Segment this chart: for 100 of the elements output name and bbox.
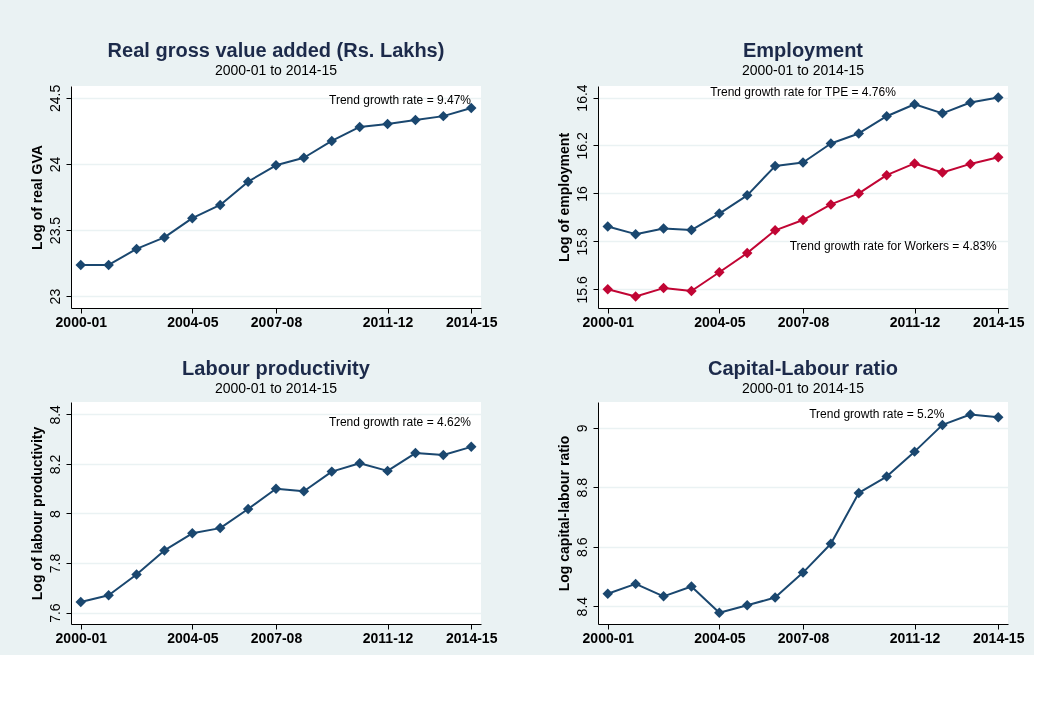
x-tick-label: 2011-12 — [889, 313, 941, 330]
x-tick-label: 2000-01 — [55, 629, 108, 646]
y-axis-title: Log of employment — [555, 132, 572, 263]
point — [881, 169, 892, 181]
point — [465, 441, 477, 453]
y-tick-label: 8.4 — [573, 596, 590, 617]
y-axis-title: Log of labour productivity — [28, 426, 45, 601]
point — [714, 208, 725, 219]
point — [214, 522, 226, 534]
point — [630, 578, 641, 590]
point — [825, 138, 837, 149]
point — [658, 591, 669, 602]
point — [714, 267, 725, 278]
point — [602, 221, 614, 232]
point — [326, 466, 338, 477]
point — [298, 485, 310, 497]
y-tick-label: 16.4 — [573, 84, 590, 112]
point — [382, 118, 393, 130]
point — [270, 483, 282, 494]
point — [797, 214, 809, 226]
x-tick-label: 2011-12 — [362, 629, 414, 646]
chart-subtitle: 2000-01 to 2014-15 — [741, 61, 865, 78]
x-tick-label: 2007-08 — [777, 629, 830, 646]
point — [825, 538, 837, 549]
point — [75, 596, 87, 608]
chart-subtitle: 2000-01 to 2014-15 — [741, 380, 865, 396]
point — [438, 449, 449, 461]
point — [131, 569, 142, 580]
chart-title: Real gross value added (Rs. Lakhs) — [107, 39, 445, 62]
x-tick-label: 2014-15 — [446, 629, 498, 646]
point — [769, 225, 781, 236]
point — [769, 592, 781, 603]
annotation: Trend growth rate for TPE = 4.76% — [710, 85, 897, 99]
point — [881, 471, 892, 482]
point — [242, 503, 254, 515]
point — [853, 188, 865, 199]
point — [465, 102, 477, 114]
chart-title: Capital-Labour ratio — [707, 357, 899, 379]
y-tick-label: 8.6 — [573, 537, 590, 557]
annotation: Trend growth rate for Workers = 4.83% — [789, 239, 998, 253]
point — [242, 176, 254, 187]
point — [937, 419, 948, 431]
x-tick-label: 2004-05 — [167, 629, 219, 646]
point — [965, 158, 976, 170]
x-tick-label: 2014-15 — [446, 313, 498, 330]
x-tick-label: 2011-12 — [889, 629, 941, 646]
point — [410, 114, 421, 126]
point — [909, 446, 920, 457]
point — [937, 108, 948, 119]
point — [630, 228, 641, 240]
x-tick-label: 2007-08 — [777, 313, 830, 330]
point — [965, 409, 976, 420]
point — [741, 600, 753, 611]
x-tick-label: 2004-05 — [167, 313, 219, 330]
point — [103, 259, 114, 271]
annotation: Trend growth rate = 5.2% — [809, 407, 945, 421]
y-tick-label: 8.8 — [573, 477, 590, 498]
y-tick-label: 8.4 — [46, 404, 63, 425]
point — [992, 92, 1004, 103]
point — [270, 160, 282, 171]
point — [965, 97, 976, 108]
point — [909, 158, 920, 169]
x-tick-label: 2014-15 — [973, 313, 1025, 330]
point — [354, 121, 365, 133]
chart-subtitle: 2000-01 to 2014-15 — [214, 62, 338, 79]
point — [769, 160, 781, 172]
x-tick-label: 2004-05 — [694, 313, 746, 330]
point — [159, 545, 170, 556]
point — [937, 167, 948, 178]
point — [853, 128, 865, 139]
y-tick-label: 24 — [46, 156, 63, 173]
point — [992, 411, 1004, 423]
point — [410, 447, 421, 459]
point — [159, 232, 170, 243]
point — [992, 151, 1004, 163]
point — [326, 135, 338, 147]
point — [686, 224, 697, 236]
point — [382, 465, 393, 477]
point — [658, 282, 669, 294]
point — [298, 152, 310, 163]
y-tick-label: 15.8 — [573, 228, 590, 256]
annotation: Trend growth rate = 4.62% — [329, 415, 472, 429]
y-tick-label: 24.5 — [46, 84, 63, 113]
point — [909, 98, 920, 110]
point — [187, 212, 198, 224]
point — [686, 285, 697, 297]
y-tick-label: 9 — [573, 424, 590, 433]
point — [825, 199, 837, 210]
y-tick-label: 23.5 — [46, 216, 63, 245]
x-tick-label: 2000-01 — [55, 313, 108, 330]
point — [214, 199, 226, 211]
point — [602, 588, 614, 599]
y-tick-label: 7.6 — [46, 603, 63, 623]
y-axis-title: Log of real GVA — [28, 145, 45, 250]
x-tick-label: 2004-05 — [694, 629, 746, 646]
point — [797, 157, 809, 168]
point — [853, 487, 865, 499]
point — [187, 528, 198, 539]
chart-title: Employment — [742, 38, 864, 61]
chart-subtitle: 2000-01 to 2014-15 — [214, 380, 338, 396]
